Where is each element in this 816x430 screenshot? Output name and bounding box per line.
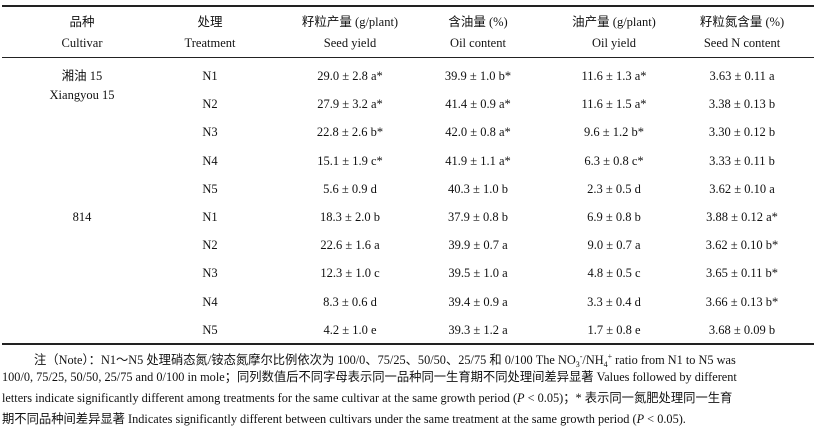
- note-text: ratio from N1 to N5 was: [612, 353, 736, 367]
- data-cell: 9.0 ± 0.7 a: [587, 238, 641, 253]
- data-cell: 11.6 ± 1.5 a*: [581, 97, 647, 112]
- note-text: P: [517, 391, 525, 405]
- data-cell: 39.9 ± 0.7 a: [448, 238, 508, 253]
- data-cell: 3.65 ± 0.11 b*: [705, 266, 779, 281]
- data-cell: 3.63 ± 0.11 a: [709, 69, 775, 83]
- data-cell: 12.3 ± 1.0 c: [320, 266, 380, 281]
- bottom-rule: [2, 343, 814, 345]
- data-cell: 3.33 ± 0.11 b: [709, 153, 775, 168]
- data-cell: 3.30 ± 0.12 b: [708, 125, 776, 140]
- data-cell: 22.8 ± 2.6 b*: [316, 125, 384, 140]
- data-cell: 6.9 ± 0.8 b: [587, 210, 641, 224]
- data-cell: 40.3 ± 1.0 b: [448, 181, 508, 196]
- data-cell: 8.3 ± 0.6 d: [323, 294, 377, 309]
- cultivar-cell: 814: [72, 210, 92, 224]
- header-cell: Seed yield: [323, 36, 377, 50]
- data-cell: 3.88 ± 0.12 a*: [706, 210, 778, 224]
- data-cell: N3: [202, 125, 218, 140]
- header-cell: Treatment: [184, 36, 236, 50]
- data-cell: 3.38 ± 0.13 b: [708, 97, 776, 112]
- data-cell: 11.6 ± 1.3 a*: [581, 69, 647, 83]
- cultivar-cell: 湘油 15: [61, 69, 103, 83]
- note-text: -: [579, 352, 583, 361]
- note-text: 100/0, 75/25, 50/50, 25/75 and 0/100 in …: [2, 370, 737, 384]
- header-cell: Oil yield: [591, 36, 637, 50]
- data-cell: 3.68 ± 0.09 b: [708, 322, 776, 337]
- data-cell: 4.2 ± 1.0 e: [323, 322, 377, 337]
- data-cell: 18.3 ± 2.0 b: [320, 210, 380, 224]
- header-cell: 油产量 (g/plant): [572, 15, 656, 29]
- data-cell: N2: [202, 97, 218, 112]
- data-cell: 5.6 ± 0.9 d: [323, 181, 377, 196]
- data-cell: N3: [202, 266, 218, 281]
- header-cell: Seed N content: [703, 36, 781, 50]
- note-text: /NH: [582, 353, 604, 367]
- header-cell: Oil content: [450, 36, 506, 50]
- note-line: 注（Note）：N1～N5 处理硝态氮/铵态氮摩尔比例依次为 100/0、75/…: [2, 346, 816, 375]
- data-cell: 37.9 ± 0.8 b: [448, 210, 508, 224]
- data-cell: 41.9 ± 1.1 a*: [445, 153, 511, 168]
- data-cell: 3.66 ± 0.13 b*: [705, 294, 779, 309]
- header-rule: [2, 57, 814, 58]
- note-text: 注（Note）：N1～N5 处理硝态氮/铵态氮摩尔比例依次为 100/0、75/…: [34, 353, 576, 367]
- data-cell: 29.0 ± 2.8 a*: [317, 69, 383, 83]
- header-cell: 籽粒产量 (g/plant): [301, 15, 399, 29]
- note-text: < 0.05)；* 表示同一氮肥处理同一生育: [524, 391, 733, 405]
- data-cell: 42.0 ± 0.8 a*: [445, 125, 511, 140]
- note-text: 3: [575, 360, 580, 369]
- data-cell: 39.5 ± 1.0 a: [448, 266, 508, 281]
- header-cell: 含油量 (%): [448, 15, 508, 29]
- header-cell: Cultivar: [61, 36, 103, 50]
- note-line: 期不同品种间差异显著 Indicates significantly diffe…: [2, 409, 812, 430]
- data-cell: 9.6 ± 1.2 b*: [584, 125, 644, 140]
- note-text: P: [636, 412, 645, 426]
- data-cell: 2.3 ± 0.5 d: [587, 181, 641, 196]
- note-text: 4: [603, 360, 608, 369]
- note-text: letters indicate significantly different…: [2, 391, 518, 405]
- data-cell: 4.8 ± 0.5 c: [587, 266, 641, 281]
- note-text: +: [607, 352, 613, 361]
- data-cell: 3.62 ± 0.10 a: [709, 181, 775, 196]
- top-rule: [2, 5, 814, 7]
- data-cell: 41.4 ± 0.9 a*: [445, 97, 511, 112]
- data-cell: 1.7 ± 0.8 e: [587, 322, 641, 337]
- note-text: < 0.05).: [644, 412, 686, 426]
- note-line: letters indicate significantly different…: [2, 388, 812, 409]
- header-cell: 品种: [69, 15, 95, 29]
- header-cell: 处理: [197, 15, 223, 29]
- data-cell: N2: [202, 238, 218, 253]
- data-cell: N4: [202, 153, 218, 168]
- data-cell: 39.3 ± 1.2 a: [448, 322, 508, 337]
- data-cell: N5: [202, 181, 218, 196]
- header-cell: 籽粒氮含量 (%): [699, 15, 785, 29]
- data-cell: N1: [202, 210, 218, 224]
- data-cell: N1: [202, 69, 218, 83]
- data-cell: 39.4 ± 0.9 a: [448, 294, 508, 309]
- note-line: 100/0, 75/25, 50/50, 25/75 and 0/100 in …: [2, 367, 812, 388]
- data-cell: N5: [202, 322, 218, 337]
- data-cell: 15.1 ± 1.9 c*: [317, 153, 383, 168]
- data-cell: 39.9 ± 1.0 b*: [444, 69, 512, 83]
- data-cell: 3.3 ± 0.4 d: [587, 294, 641, 309]
- data-cell: N4: [202, 294, 218, 309]
- data-cell: 27.9 ± 3.2 a*: [317, 97, 383, 112]
- data-cell: 3.62 ± 0.10 b*: [705, 238, 779, 253]
- data-cell: 22.6 ± 1.6 a: [320, 238, 380, 253]
- cultivar-cell: Xiangyou 15: [49, 88, 115, 102]
- note-text: 期不同品种间差异显著 Indicates significantly diffe…: [2, 412, 637, 426]
- data-cell: 6.3 ± 0.8 c*: [584, 153, 644, 168]
